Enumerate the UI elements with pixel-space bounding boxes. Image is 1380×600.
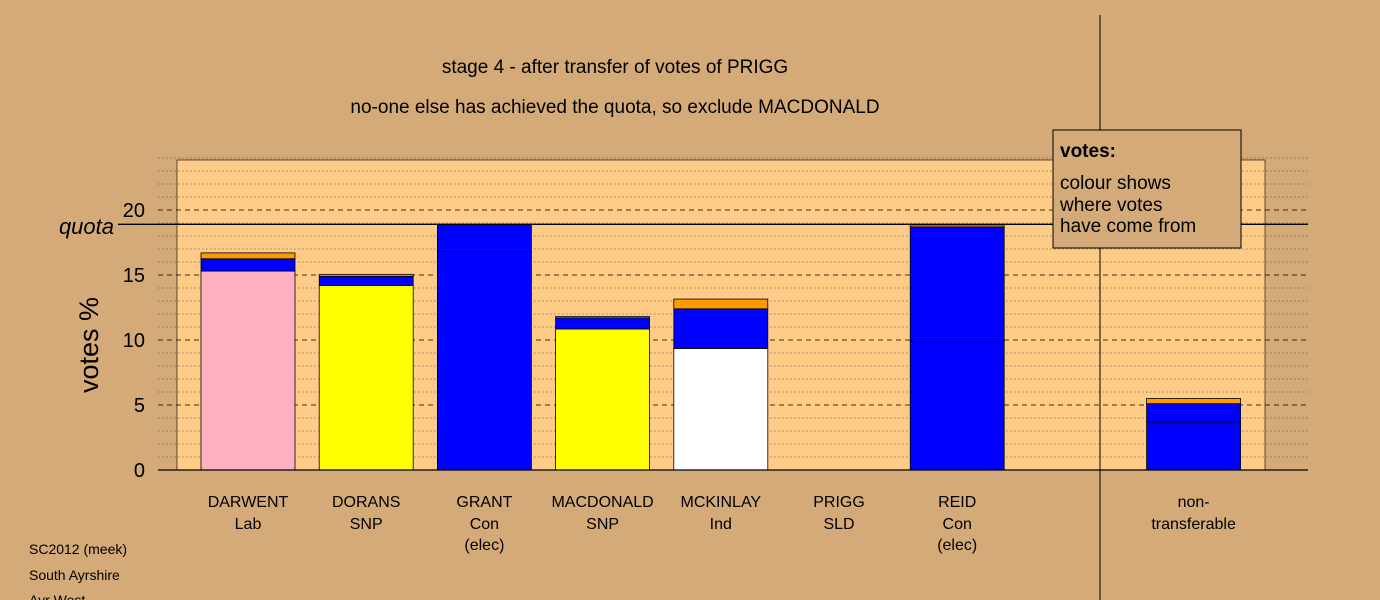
bar-segment <box>909 340 1005 471</box>
y-axis-label: votes % <box>74 297 104 393</box>
bar-segment <box>318 273 414 277</box>
x-tick-party: SNP <box>586 516 619 533</box>
footer-line: Ayr West <box>29 592 85 600</box>
bar-segment <box>1146 421 1241 471</box>
chart-subtitle: no-one else has achieved the quota, so e… <box>350 97 879 118</box>
bar-segment <box>200 270 296 471</box>
x-tick-label: DORANS <box>332 494 400 511</box>
legend-frame <box>1052 129 1242 249</box>
bar-segment <box>436 251 532 471</box>
bar-segment <box>673 348 769 471</box>
legend-line: have come from <box>1060 216 1196 237</box>
footer-line: SC2012 (meek) <box>29 541 127 557</box>
x-tick-label: GRANT <box>456 494 512 511</box>
bar-segment <box>909 226 1005 342</box>
bar-segment <box>555 328 650 471</box>
legend-box: votes: colour shows where votes have com… <box>1052 129 1242 249</box>
x-tick-label: non- <box>1178 494 1210 511</box>
x-tick-party: SNP <box>350 516 383 533</box>
x-tick-party: Con <box>943 516 972 533</box>
bar-segment <box>318 275 414 286</box>
y-tick-label: 5 <box>134 395 145 417</box>
bar-segment <box>673 308 769 349</box>
footer-line: South Ayrshire <box>29 567 120 583</box>
x-tick-party: transferable <box>1151 516 1236 533</box>
y-tick-label: 20 <box>123 200 145 222</box>
x-tick-note: (elec) <box>937 537 977 554</box>
x-tick-note: (elec) <box>464 537 504 554</box>
bar-segment <box>909 224 1005 228</box>
bar-segment <box>1146 398 1241 405</box>
legend-line: colour shows <box>1060 173 1171 194</box>
x-tick-label: MACDONALD <box>551 494 653 511</box>
bar-segment <box>200 258 296 272</box>
bar-segment <box>555 317 650 330</box>
legend-line: where votes <box>1059 195 1162 216</box>
x-tick-label: REID <box>938 494 976 511</box>
x-tick-party: Con <box>470 516 499 533</box>
y-tick-label: 15 <box>123 265 145 287</box>
bar-segment <box>318 284 414 471</box>
legend-heading: votes: <box>1060 141 1116 162</box>
x-tick-label: PRIGG <box>813 494 865 511</box>
quota-label: quota <box>59 214 114 239</box>
y-tick-label: 10 <box>123 330 145 352</box>
x-tick-party: Ind <box>710 516 732 533</box>
x-tick-party: Lab <box>235 516 262 533</box>
x-tick-label: MCKINLAY <box>680 494 761 511</box>
bar-segment <box>555 316 650 319</box>
bar-segment <box>436 223 532 253</box>
x-tick-party: SLD <box>823 516 854 533</box>
y-tick-label: 0 <box>134 460 145 482</box>
bar-segment <box>673 298 769 310</box>
x-tick-label: DARWENT <box>208 494 289 511</box>
bar-segment <box>1146 403 1241 423</box>
chart-title: stage 4 - after transfer of votes of PRI… <box>442 57 788 78</box>
bar-segment <box>200 252 296 260</box>
